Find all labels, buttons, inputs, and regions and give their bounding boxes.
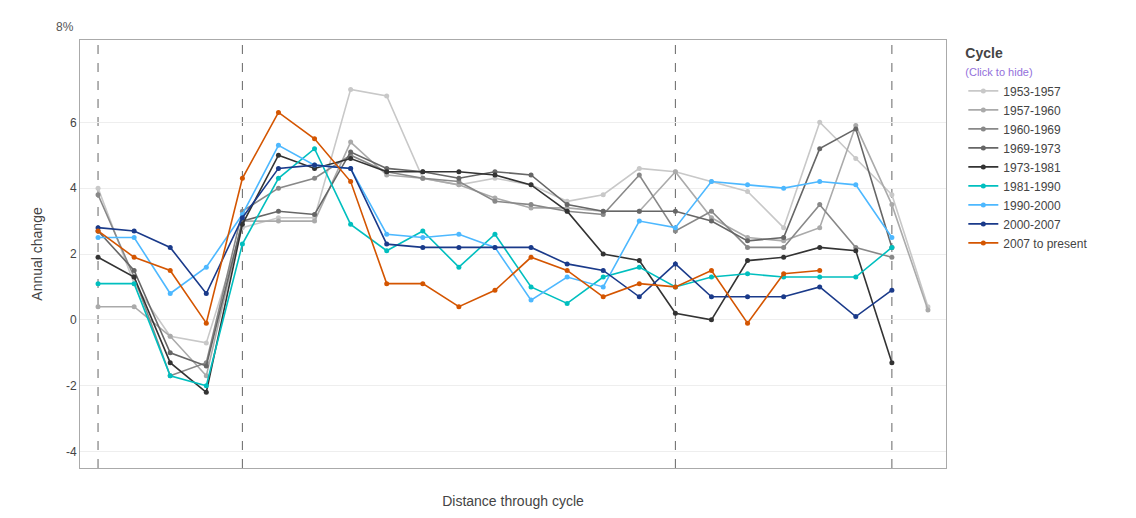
svg-text:1981-1990: 1981-1990 xyxy=(1003,180,1061,194)
svg-text:-2: -2 xyxy=(66,379,77,393)
svg-text:1973-1981: 1973-1981 xyxy=(1003,161,1061,175)
svg-text:Annual change: Annual change xyxy=(29,207,45,301)
svg-text:6: 6 xyxy=(70,116,77,130)
svg-text:Cycle(Click to hide): Cycle(Click to hide) xyxy=(965,45,1032,78)
svg-text:1960-1969: 1960-1969 xyxy=(1003,123,1061,137)
svg-text:8%: 8% xyxy=(56,20,74,34)
svg-text:0: 0 xyxy=(70,313,77,327)
svg-text:1953-1957: 1953-1957 xyxy=(1003,85,1061,99)
svg-text:2: 2 xyxy=(70,247,77,261)
svg-text:4: 4 xyxy=(70,181,77,195)
svg-text:2007 to present: 2007 to present xyxy=(1003,237,1087,251)
svg-text:-4: -4 xyxy=(66,445,77,459)
svg-text:1957-1960: 1957-1960 xyxy=(1003,104,1061,118)
svg-text:1969-1973: 1969-1973 xyxy=(1003,142,1061,156)
svg-text:2000-2007: 2000-2007 xyxy=(1003,218,1061,232)
svg-text:Distance through cycle: Distance through cycle xyxy=(442,493,584,509)
svg-text:1990-2000: 1990-2000 xyxy=(1003,199,1061,213)
